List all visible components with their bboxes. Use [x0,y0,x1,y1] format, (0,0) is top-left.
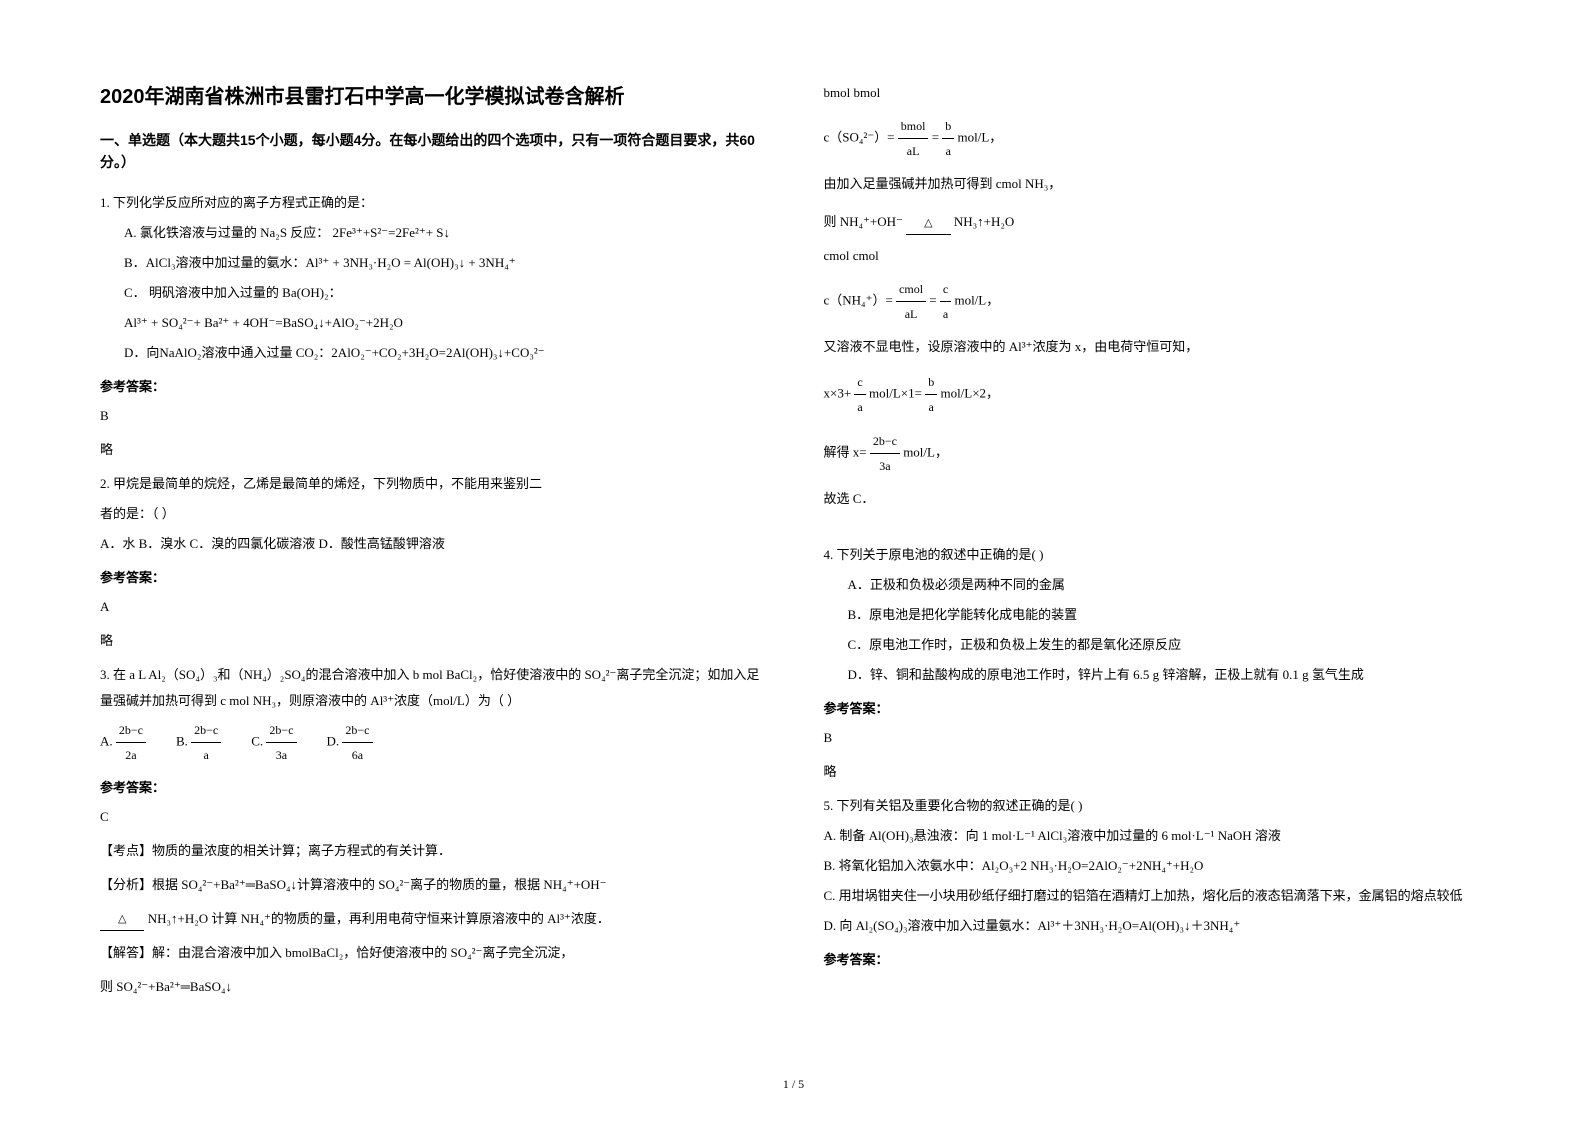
heat-icon: △ [100,908,144,931]
q5-answer-label: 参考答案： [824,949,1488,968]
q4-opt-d: D．锌、铜和盐酸构成的原电池工作时，锌片上有 6.5 g 锌溶解，正极上就有 0… [848,662,1488,688]
page-footer: 1 / 5 [783,1077,804,1092]
q3-answer: C [100,804,764,830]
question-4: 4. 下列关于原电池的叙述中正确的是( ) A．正极和负极必须是两种不同的金属 … [824,542,1488,688]
q1-answer-label: 参考答案： [100,376,764,395]
r2-frac2: b a [942,114,954,163]
left-column: 2020年湖南省株洲市县雷打石中学高一化学模拟试卷含解析 一、单选题（本大题共1… [100,80,764,1008]
q2-brief: 略 [100,628,764,654]
q4-brief: 略 [824,759,1488,785]
q5-opt-a: A. 制备 Al(OH)₃悬浊液：向 1 mol·L⁻¹ AlCl₃溶液中加过量… [824,823,1488,849]
r8: x×3+ c a mol/L×1= b a mol/L×2， [824,370,1488,419]
q4-answer-label: 参考答案： [824,698,1488,717]
q3-optD-frac: 2b−c 6a [342,718,372,767]
q5-opt-c: C. 用坩埚钳夹住一小块用砂纸仔细打磨过的铝箔在酒精灯上加热，熔化后的液态铝滴落… [824,883,1488,909]
r2: c（SO₄²⁻）= bmol aL = b a mol/L， [824,114,1488,163]
heat-icon: △ [906,212,950,235]
q5-opt-b: B. 将氧化铝加入浓氨水中：Al₂O₃+2 NH₃·H₂O=2AlO₂⁻+2NH… [824,853,1488,879]
q2-answer-label: 参考答案： [100,567,764,586]
q1-stem: 1. 下列化学反应所对应的离子方程式正确的是： [100,190,764,216]
r3: 由加入足量强碱并加热可得到 cmol NH₃， [824,171,1488,197]
r10: 故选 C． [824,486,1488,512]
q4-opt-b: B．原电池是把化学能转化成电能的装置 [848,602,1488,628]
q4-answer: B [824,725,1488,751]
q5-opt-d: D. 向 Al₂(SO₄)₃溶液中加入过量氨水：Al³⁺＋3NH₃·H₂O=Al… [824,913,1488,939]
r7: 又溶液不显电性，设原溶液中的 Al³⁺浓度为 x，由电荷守恒可知， [824,334,1488,360]
r9: 解得 x= 2b−c 3a mol/L， [824,429,1488,478]
q3-kaodian: 【考点】物质的量浓度的相关计算；离子方程式的有关计算． [100,838,764,864]
q3-jieda2: 则 SO₄²⁻+Ba²⁺═BaSO₄↓ [100,974,764,1000]
q3-optC-frac: 2b−c 3a [266,718,296,767]
q3-fenxi1: 【分析】根据 SO₄²⁻+Ba²⁺═BaSO₄↓计算溶液中的 SO₄²⁻离子的物… [100,872,764,898]
q4-opt-a: A．正极和负极必须是两种不同的金属 [848,572,1488,598]
q3-optC-label: C. [251,733,263,748]
q3-jieda1: 【解答】解：由混合溶液中加入 bmolBaCl₂，恰好使溶液中的 SO₄²⁻离子… [100,940,764,966]
r6-frac2: c a [940,277,951,326]
question-3: 3. 在 a L Al₂（SO₄）₃和（NH₄）₂SO₄的混合溶液中加入 b m… [100,662,764,767]
q1-opt-b: B．AlCl₃溶液中加过量的氨水：Al³⁺ + 3NH₃·H₂O = Al(OH… [124,250,764,276]
right-column: bmol bmol c（SO₄²⁻）= bmol aL = b a mol/L，… [824,80,1488,1008]
q3-answer-label: 参考答案： [100,777,764,796]
document-title: 2020年湖南省株洲市县雷打石中学高一化学模拟试卷含解析 [100,80,764,109]
q3-optB-label: B. [176,733,188,748]
r8-frac2: b a [925,370,937,419]
question-2: 2. 甲烷是最简单的烷烃，乙烯是最简单的烯烃，下列物质中，不能用来鉴别二 者的是… [100,471,764,557]
q1-opt-c: C． 明矾溶液中加入过量的 Ba(OH)₂： [124,280,764,306]
q1-opt-d: D．向NaAlO₂溶液中通入过量 CO₂：2AlO₂⁻+CO₂+3H₂O=2Al… [124,340,764,366]
question-5: 5. 下列有关铝及重要化合物的叙述正确的是( ) A. 制备 Al(OH)₃悬浊… [824,793,1488,939]
q3-optA-label: A. [100,733,113,748]
q3-optA-frac: 2b−c 2a [116,718,146,767]
q4-stem: 4. 下列关于原电池的叙述中正确的是( ) [824,542,1488,568]
q2-stem: 2. 甲烷是最简单的烷烃，乙烯是最简单的烯烃，下列物质中，不能用来鉴别二 [100,471,764,497]
exam-page: 2020年湖南省株洲市县雷打石中学高一化学模拟试卷含解析 一、单选题（本大题共1… [0,0,1587,1048]
q3-fenxi2: △ NH₃↑+H₂O 计算 NH₄⁺的物质的量，再利用电荷守恒来计算原溶液中的 … [100,906,764,932]
section-header: 一、单选题（本大题共15个小题，每小题4分。在每小题给出的四个选项中，只有一项符… [100,129,764,174]
r8-frac1: c a [854,370,865,419]
q3-options: A. 2b−c 2a B. 2b−c a C. 2b−c [100,718,764,767]
q3-optB-frac: 2b−c a [191,718,221,767]
q2-opts: A．水 B．溴水 C．溴的四氯化碳溶液 D．酸性高锰酸钾溶液 [100,531,764,557]
q2-stem2: 者的是：（ ） [100,501,764,527]
r2-frac1: bmol aL [898,114,929,163]
q2-answer: A [100,594,764,620]
r9-frac: 2b−c 3a [870,429,900,478]
q4-opt-c: C．原电池工作时，正极和负极上发生的都是氧化还原反应 [848,632,1488,658]
q1-opt-a: A. 氯化铁溶液与过量的 Na₂S 反应： 2Fe³⁺+S²⁻=2Fe²⁺+ S… [124,220,764,246]
q1-answer: B [100,403,764,429]
q3-optD-label: D. [327,733,340,748]
q3-stem: 3. 在 a L Al₂（SO₄）₃和（NH₄）₂SO₄的混合溶液中加入 b m… [100,662,764,714]
r6-frac1: cmol aL [896,277,926,326]
r1: bmol bmol [824,80,1488,106]
r6: c（NH₄⁺）= cmol aL = c a mol/L， [824,277,1488,326]
question-1: 1. 下列化学反应所对应的离子方程式正确的是： A. 氯化铁溶液与过量的 Na₂… [100,190,764,366]
r5: cmol cmol [824,243,1488,269]
q5-stem: 5. 下列有关铝及重要化合物的叙述正确的是( ) [824,793,1488,819]
r4: 则 NH₄⁺+OH⁻ △ NH₃↑+H₂O [824,209,1488,235]
q1-brief: 略 [100,437,764,463]
q1-opt-c2: Al³⁺ + SO₄²⁻+ Ba²⁺ + 4OH⁻=BaSO₄↓+AlO₂⁻+2… [124,310,764,336]
